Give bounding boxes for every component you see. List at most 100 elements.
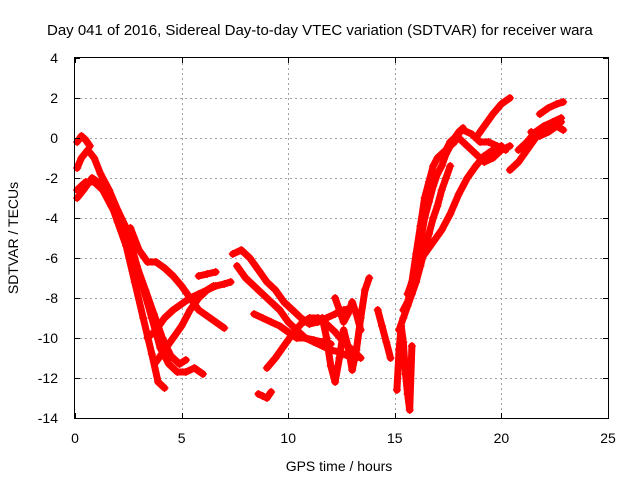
data-point-marker — [339, 326, 348, 334]
series-trace — [459, 126, 510, 154]
data-point-marker — [437, 226, 446, 234]
data-point-marker — [386, 354, 395, 362]
data-point-marker — [309, 336, 318, 344]
data-point-marker — [471, 162, 480, 170]
data-point-marker — [446, 138, 455, 146]
data-point-marker — [501, 146, 510, 154]
x-tick-label: 10 — [280, 430, 296, 446]
data-point-marker — [181, 356, 190, 364]
series-trace-07 — [152, 278, 235, 366]
data-point-marker — [484, 138, 493, 146]
x-tick-label: 0 — [71, 430, 79, 446]
y-tick-label: -12 — [38, 370, 58, 386]
series-trace — [126, 224, 228, 332]
data-point-marker — [254, 390, 263, 398]
data-point-marker — [399, 314, 408, 322]
x-tick-label: 5 — [178, 430, 186, 446]
data-point-marker — [177, 282, 186, 290]
series-trace — [515, 114, 565, 154]
data-point-marker — [90, 178, 99, 186]
data-point-marker — [335, 306, 344, 314]
data-point-marker — [77, 132, 86, 140]
data-point-marker — [429, 182, 438, 190]
data-point-marker — [505, 166, 514, 174]
data-point-marker — [505, 142, 514, 150]
data-point-marker — [98, 186, 107, 194]
y-axis-label: SDTVAR / TECUs — [5, 182, 21, 294]
data-point-marker — [459, 126, 468, 134]
data-point-marker — [429, 238, 438, 246]
data-point-marker — [267, 388, 276, 396]
data-point-marker — [284, 318, 293, 326]
data-point-marker — [245, 254, 254, 262]
data-point-marker — [85, 142, 94, 150]
data-point-marker — [433, 170, 442, 178]
data-point-marker — [356, 326, 365, 334]
data-point-marker — [463, 142, 472, 150]
data-point-marker — [514, 158, 523, 166]
data-point-marker — [271, 354, 280, 362]
series-trace-17 — [392, 322, 416, 414]
data-point-marker — [382, 338, 391, 346]
data-point-marker — [254, 266, 263, 274]
data-point-marker — [420, 214, 429, 222]
data-point-marker — [480, 122, 489, 130]
data-point-marker — [429, 162, 438, 170]
data-point-marker — [160, 264, 169, 272]
data-point-marker — [166, 352, 175, 360]
data-point-marker — [154, 378, 163, 386]
data-point-marker — [407, 342, 416, 350]
data-point-marker — [441, 174, 450, 182]
data-point-marker — [437, 162, 446, 170]
data-point-marker — [143, 334, 152, 342]
data-point-marker — [226, 278, 235, 286]
data-point-marker — [275, 306, 284, 314]
data-point-marker — [352, 346, 361, 354]
data-point-marker — [90, 154, 99, 162]
series-trace-13 — [254, 388, 276, 402]
data-point-marker — [160, 384, 169, 392]
data-point-marker — [446, 210, 455, 218]
x-tick-label: 15 — [387, 430, 403, 446]
series-trace-04 — [73, 132, 94, 150]
data-point-marker — [365, 274, 374, 282]
data-point-marker — [130, 278, 139, 286]
data-point-marker — [203, 312, 212, 320]
data-point-marker — [175, 360, 184, 368]
data-point-marker — [424, 230, 433, 238]
data-point-marker — [164, 360, 173, 368]
series-trace-23 — [459, 126, 510, 154]
data-point-marker — [401, 370, 410, 378]
data-marks — [73, 94, 568, 414]
data-point-marker — [81, 136, 90, 144]
data-point-marker — [378, 322, 387, 330]
data-point-marker — [552, 122, 561, 130]
data-point-marker — [395, 326, 404, 334]
data-point-marker — [343, 342, 352, 350]
series-trace-09 — [228, 246, 357, 328]
data-point-marker — [352, 310, 361, 318]
data-point-marker — [211, 268, 220, 276]
data-point-marker — [348, 298, 357, 306]
data-point-marker — [267, 298, 276, 306]
series-trace — [393, 322, 416, 414]
data-point-marker — [258, 290, 267, 298]
data-point-marker — [177, 322, 186, 330]
data-point-marker — [194, 294, 203, 302]
data-point-marker — [262, 278, 271, 286]
series-trace-28 — [535, 98, 568, 118]
data-point-marker — [331, 294, 340, 302]
data-point-marker — [335, 354, 344, 362]
data-point-marker — [262, 364, 271, 372]
data-point-marker — [544, 104, 553, 112]
data-point-marker — [476, 138, 485, 146]
data-point-marker — [420, 250, 429, 258]
data-point-marker — [169, 272, 178, 280]
x-axis-label: GPS time / hours — [286, 458, 393, 474]
series-trace — [318, 274, 373, 386]
data-point-marker — [228, 250, 237, 258]
data-point-marker — [186, 294, 195, 302]
data-point-marker — [267, 318, 276, 326]
data-point-marker — [522, 146, 531, 154]
data-point-marker — [194, 272, 203, 280]
